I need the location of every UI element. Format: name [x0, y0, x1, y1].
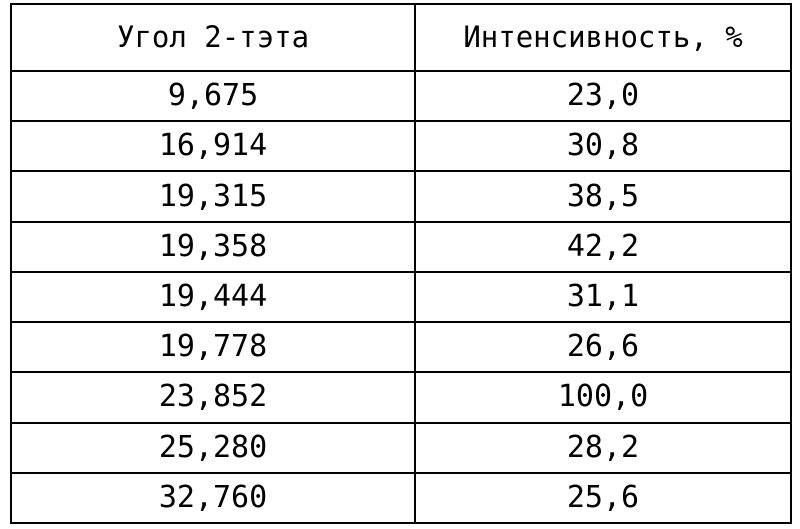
intensity-cell: 38,5 [414, 170, 792, 223]
data-table-container: Угол 2-тэта Интенсивность, % 9,675 23,0 … [10, 3, 792, 525]
angle-cell: 25,280 [10, 421, 416, 474]
angle-cell: 19,315 [10, 170, 416, 223]
angle-cell: 16,914 [10, 120, 416, 173]
angle-cell: 23,852 [10, 371, 416, 424]
intensity-cell: 28,2 [414, 421, 792, 474]
angle-cell: 9,675 [10, 69, 416, 123]
angle-cell: 19,778 [10, 321, 416, 374]
angle-cell: 32,760 [10, 471, 416, 525]
table-row: 19,444 31,1 [10, 270, 792, 324]
header-row: Угол 2-тэта Интенсивность, % [10, 3, 792, 72]
intensity-cell: 25,6 [414, 471, 792, 525]
table-row: 16,914 30,8 [10, 120, 792, 173]
table-row: 19,778 26,6 [10, 321, 792, 374]
intensity-cell: 23,0 [414, 69, 792, 123]
table-row: 32,760 25,6 [10, 471, 792, 525]
table-row: 19,315 38,5 [10, 170, 792, 223]
intensity-cell: 30,8 [414, 120, 792, 173]
peak-table: Угол 2-тэта Интенсивность, % 9,675 23,0 … [10, 3, 792, 525]
intensity-cell: 42,2 [414, 220, 792, 273]
angle-cell: 19,358 [10, 220, 416, 273]
intensity-cell: 100,0 [414, 371, 792, 424]
intensity-cell: 26,6 [414, 321, 792, 374]
column-header-angle: Угол 2-тэта [10, 3, 416, 72]
table-row: 25,280 28,2 [10, 421, 792, 474]
table-row: 19,358 42,2 [10, 220, 792, 273]
table-row: 23,852 100,0 [10, 371, 792, 424]
angle-cell: 19,444 [10, 270, 416, 324]
intensity-cell: 31,1 [414, 270, 792, 324]
column-header-intensity: Интенсивность, % [414, 3, 792, 72]
table-row: 9,675 23,0 [10, 69, 792, 123]
